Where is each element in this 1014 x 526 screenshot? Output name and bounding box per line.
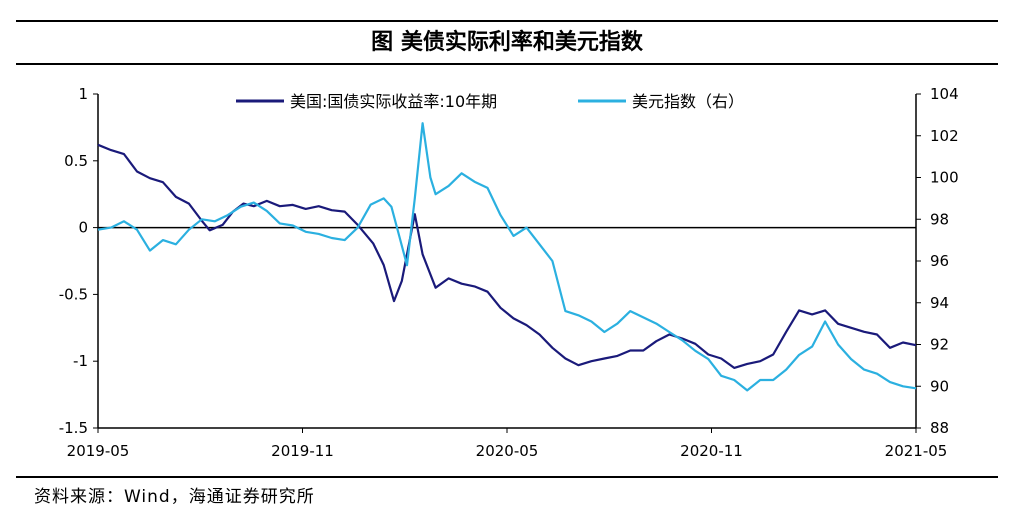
x-tick-label: 2019-11 <box>271 442 334 460</box>
y-right-tick-label: 94 <box>930 294 949 312</box>
y-left-tick-label: 0.5 <box>64 152 88 170</box>
y-left-tick-label: -0.5 <box>59 285 88 303</box>
y-left-tick-label: -1 <box>73 352 88 370</box>
chart-title: 图 美债实际利率和美元指数 <box>371 30 643 55</box>
y-right-tick-label: 100 <box>930 169 959 187</box>
series-line-dollar-index <box>97 122 917 392</box>
y-right-tick-label: 102 <box>930 127 959 145</box>
y-right-tick-label: 98 <box>930 210 949 228</box>
y-left-tick-label: 0 <box>78 219 88 237</box>
legend-dollar-index-label: 美元指数（右） <box>632 92 744 111</box>
y-right-tick-label: 88 <box>930 419 949 437</box>
bottom-rule <box>16 476 998 478</box>
title-underline <box>16 63 998 65</box>
top-rule <box>16 20 998 22</box>
y-right-tick-label: 92 <box>930 336 949 354</box>
source-note: 资料来源：Wind，海通证券研究所 <box>34 487 315 507</box>
legend-real-yield-label: 美国:国债实际收益率:10年期 <box>290 92 497 111</box>
x-tick-label: 2019-05 <box>67 442 130 460</box>
x-tick-label: 2020-05 <box>476 442 539 460</box>
series-line-real-yield <box>97 143 917 369</box>
y-right-tick-label: 90 <box>930 377 949 395</box>
y-right-tick-label: 96 <box>930 252 949 270</box>
x-tick-label: 2021-05 <box>885 442 948 460</box>
y-left-tick-label: 1 <box>78 85 88 103</box>
y-left-tick-label: -1.5 <box>59 419 88 437</box>
y-right-tick-label: 104 <box>930 85 959 103</box>
x-tick-label: 2020-11 <box>680 442 743 460</box>
